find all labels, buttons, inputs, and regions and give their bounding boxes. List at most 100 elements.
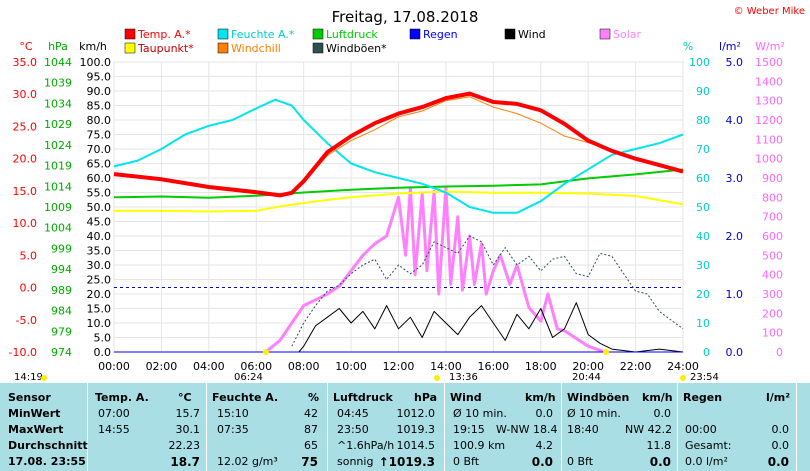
humidity-tick: 80	[696, 114, 710, 127]
humidity-tick: 50	[696, 201, 710, 214]
stats-wind-v-1: 0.0	[535, 407, 554, 420]
x-tick-label: 00:00	[98, 360, 130, 373]
stats-press-v-2: 1019.3	[396, 423, 436, 436]
wind-tick: 35.0	[87, 245, 112, 258]
wind-tick: 65.0	[87, 158, 112, 171]
humidity-tick: 10	[696, 317, 710, 330]
pressure-tick: 1024	[44, 139, 72, 152]
stats-press-v-4: ↑1019.3	[378, 455, 435, 469]
temp-tick: 10.0	[13, 217, 38, 230]
stats-label-2: MaxWert	[8, 423, 64, 436]
solar-tick: 100	[762, 327, 783, 340]
temp-tick: 20.0	[13, 153, 38, 166]
legend-swatch	[217, 42, 229, 54]
stats-press-v-1: 1012.0	[396, 407, 436, 420]
solar-tick: 700	[762, 211, 783, 224]
wind-unit-label: km/h	[79, 40, 107, 53]
stats-press-t-1: 04:45	[337, 407, 369, 420]
legend-swatch	[599, 28, 611, 40]
solar-tick: 500	[762, 249, 783, 262]
pressure-tick: 994	[51, 263, 72, 276]
stats-gust-a-4: 0 Bft	[567, 455, 594, 468]
solar-tick: 1200	[755, 114, 783, 127]
wind-tick: 60.0	[87, 172, 112, 185]
stats-header-rain-unit: l/m²	[766, 391, 791, 404]
stats-header-rain: Regen	[683, 391, 723, 404]
stats-press-t-2: 23:50	[337, 423, 369, 436]
stats-temp-v-1: 15.7	[175, 407, 201, 420]
stats-gust-a-1: Ø 10 min.	[567, 407, 621, 420]
humidity-unit-label: %	[683, 40, 693, 53]
wind-tick: 0.0	[94, 346, 112, 359]
series-line-taupunkt	[114, 190, 684, 213]
wind-tick: 95.0	[87, 71, 112, 84]
x-tick-label: 10:00	[335, 360, 367, 373]
stats-header-press-unit: hPa	[414, 391, 438, 404]
stats-table	[0, 383, 810, 471]
x-tick-label: 18:00	[525, 360, 557, 373]
x-tick-label: 08:00	[288, 360, 320, 373]
x-tick-label: 22:00	[620, 360, 652, 373]
stats-temp-t-1: 07:00	[98, 407, 130, 420]
stats-header-temp: Temp. A.	[95, 391, 149, 404]
legend-label: Taupunkt*	[137, 42, 194, 55]
stats-header-hum: Feuchte A.	[212, 391, 279, 404]
legend-label: Feuchte A.*	[231, 28, 295, 41]
wind-tick: 70.0	[87, 143, 112, 156]
stats-rain-a-4: 0.0 l/m²	[685, 455, 728, 468]
stats-gust-v-1: 0.0	[653, 407, 672, 420]
wind-tick: 75.0	[87, 129, 112, 142]
humidity-tick: 70	[696, 143, 710, 156]
solar-tick: 1400	[755, 75, 783, 88]
marker-dot	[680, 375, 686, 381]
wind-tick: 15.0	[87, 303, 112, 316]
wind-tick: 55.0	[87, 187, 112, 200]
stats-rain-a-2: 00:00	[685, 423, 717, 436]
humidity-tick: 100	[689, 56, 710, 69]
stats-gust-v-3: 11.8	[646, 439, 672, 452]
stats-rain-v-4: 0.0	[767, 455, 789, 469]
stats-header-gust: Windböen	[567, 391, 630, 404]
stats-gust-b-2: NW 42.2	[625, 423, 673, 436]
time-marker: 13:36	[449, 372, 478, 383]
x-tick-label: 12:00	[383, 360, 415, 373]
wind-tick: 25.0	[87, 274, 112, 287]
legend-label: Temp. A.*	[137, 28, 191, 41]
wind-tick: 40.0	[87, 230, 112, 243]
legend-swatch	[312, 42, 324, 54]
wind-tick: 45.0	[87, 216, 112, 229]
temp-tick: 30.0	[13, 88, 38, 101]
legend-swatch	[124, 28, 136, 40]
pressure-tick: 1014	[44, 180, 72, 193]
solar-tick: 200	[762, 307, 783, 320]
stats-header-press: Luftdruck	[333, 391, 393, 404]
pressure-tick: 974	[51, 346, 72, 359]
pressure-tick: 1039	[44, 77, 72, 90]
copyright: © Weber Mike	[734, 6, 805, 17]
series-line-wind	[298, 302, 684, 353]
wind-tick: 10.0	[87, 317, 112, 330]
stats-press-t-3: ^1.6hPa/h	[337, 439, 395, 452]
legend-swatch	[217, 28, 229, 40]
wind-tick: 80.0	[87, 114, 112, 127]
time-marker: 14:19	[14, 372, 43, 383]
stats-gust-a-2: 18:40	[567, 423, 599, 436]
solar-tick: 1000	[755, 153, 783, 166]
stats-label-3: Durchschnitt	[8, 439, 88, 452]
stats-header-gust-unit: km/h	[642, 391, 673, 404]
legend-swatch	[409, 28, 421, 40]
rain-tick: 0.0	[726, 346, 744, 359]
stats-hum-v-3: 65	[304, 439, 318, 452]
stats-hum-t-2: 07:35	[217, 423, 249, 436]
stats-rain-v-2: 0.0	[771, 423, 790, 436]
stats-hum-v-2: 87	[304, 423, 318, 436]
stats-header-wind: Wind	[450, 391, 482, 404]
temp-tick: 0.0	[20, 282, 38, 295]
temp-tick: 25.0	[13, 120, 38, 133]
solar-tick: 400	[762, 269, 783, 282]
pressure-tick: 999	[51, 242, 72, 255]
stats-hum-t-1: 15:10	[217, 407, 249, 420]
series-line-feuchte-a	[113, 98, 684, 214]
x-tick-label: 02:00	[146, 360, 178, 373]
legend-swatch	[312, 28, 324, 40]
